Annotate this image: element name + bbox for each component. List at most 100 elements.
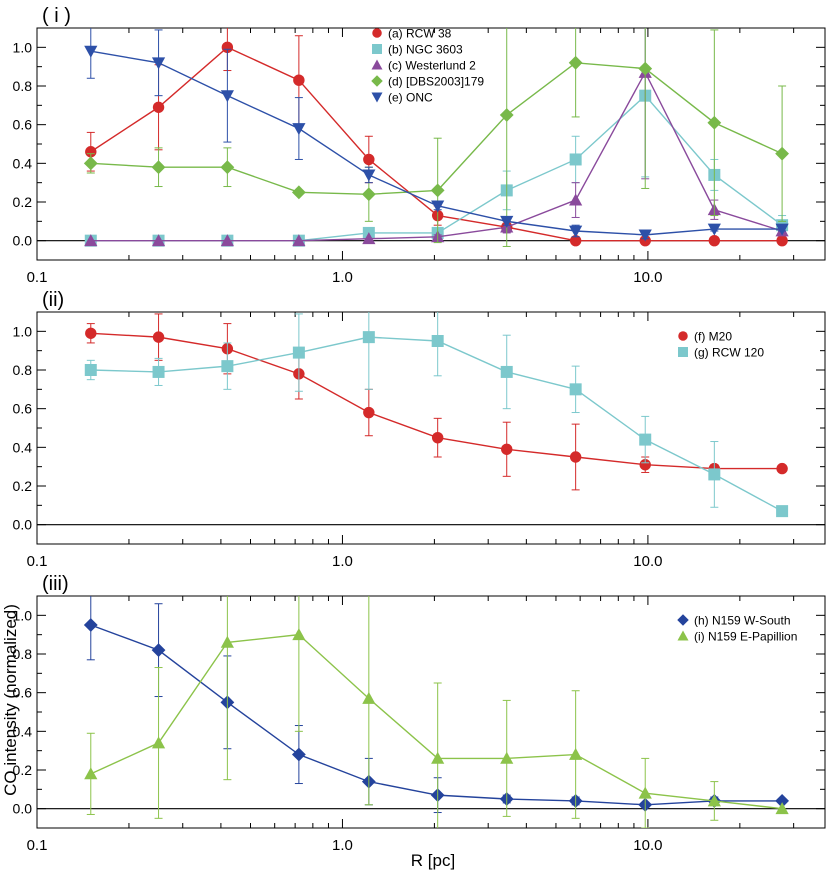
y-tick-label: 0.4	[13, 439, 33, 455]
y-tick-label: 0.2	[13, 478, 33, 494]
data-point	[707, 794, 721, 807]
legend-label: (i) N159 E-Papillion	[694, 630, 797, 644]
y-tick-label: 0.2	[13, 194, 33, 210]
data-point	[776, 505, 789, 518]
data-point	[707, 115, 722, 130]
legend-label: (c) Westerlund 2	[388, 59, 476, 73]
series-line	[90, 633, 783, 810]
data-point	[775, 146, 789, 161]
y-tick-label: 0.0	[13, 233, 33, 249]
panel-3: 0.1 1.0 10.0 0.0 0.2 0.4 0.6 0.8 1.0 (iii) (h) N15…	[13, 573, 826, 854]
series-line	[90, 336, 783, 512]
y-tick-label: 0.8	[13, 78, 33, 94]
legend-marker	[372, 44, 382, 54]
data-point	[221, 41, 234, 54]
data-point	[363, 406, 375, 419]
data-point	[151, 57, 166, 70]
data-point	[152, 365, 165, 378]
data-point	[362, 169, 376, 182]
data-point	[84, 767, 98, 780]
legend-label: (a) RCW 38	[388, 27, 452, 41]
data-point	[85, 146, 97, 158]
data-point	[431, 335, 444, 347]
x-tick-label: 10.0	[633, 269, 662, 286]
data-point	[151, 234, 166, 247]
data-point	[220, 635, 234, 648]
legend-label: (d) [DBS2003]179	[388, 75, 484, 89]
data-point	[362, 691, 376, 704]
data-point	[568, 55, 583, 70]
legend-marker	[372, 28, 382, 38]
data-point	[152, 101, 165, 113]
data-point	[775, 223, 789, 236]
data-point	[221, 360, 234, 373]
data-point	[775, 794, 789, 808]
data-point	[500, 751, 514, 764]
data-point	[84, 45, 98, 58]
data-point	[84, 364, 97, 376]
x-tick-label: 1.0	[332, 837, 353, 854]
x-tick-label: 0.1	[27, 269, 48, 286]
x-tick-label: 10.0	[633, 837, 662, 854]
data-point	[292, 346, 305, 359]
x-axis-title: R [pc]	[411, 851, 455, 870]
y-tick-label: 0.4	[13, 723, 33, 739]
y-tick-label: 0.6	[13, 685, 33, 701]
data-point	[152, 331, 165, 343]
data-point	[501, 443, 513, 455]
data-point	[638, 61, 653, 76]
data-point	[500, 365, 513, 378]
data-point	[83, 156, 98, 171]
data-point	[361, 187, 376, 202]
data-point	[638, 229, 652, 242]
x-tick-label: 0.1	[27, 837, 48, 854]
y-tick-label: 1.0	[13, 323, 33, 339]
data-point	[151, 643, 166, 658]
series-1-4	[83, 28, 789, 247]
y-tick-label: 0.0	[13, 801, 33, 817]
data-point	[569, 747, 583, 760]
data-point	[569, 225, 583, 238]
data-point	[151, 736, 166, 749]
y-tick-label: 0.6	[13, 401, 33, 417]
data-point	[291, 185, 306, 200]
data-point	[776, 234, 788, 247]
data-point	[708, 468, 721, 481]
data-point	[638, 786, 652, 799]
data-point	[292, 234, 306, 247]
panel-2: 0.1 1.0 10.00.00.20.40.60.81.0(ii)(f) M20(…	[13, 289, 826, 570]
panel-label: ( i )	[42, 5, 71, 27]
legend-marker	[678, 331, 688, 341]
data-point	[293, 74, 305, 86]
data-point	[362, 232, 376, 245]
data-point	[363, 153, 375, 166]
data-point	[84, 234, 98, 247]
series-1-5	[84, 28, 789, 242]
data-point	[431, 200, 445, 213]
panels: 0.1 1.0 10.0 0.0 0.2 0.4 0.6 0.8 1.0 ( i ) (a) RCW…	[13, 5, 826, 854]
legend: (a) RCW 38 (b) NGC 3603 (c) Westerlund 2 (d…	[371, 27, 484, 105]
data-point	[639, 459, 651, 471]
y-tick-label: 0.2	[13, 762, 33, 778]
data-point	[569, 234, 582, 247]
data-area	[83, 596, 789, 828]
data-point	[499, 108, 514, 122]
data-point	[569, 451, 582, 463]
legend-label: (e) ONC	[388, 91, 433, 105]
data-area	[83, 28, 789, 247]
legend: (h) N159 W-South (i) N159 E-Papillion	[677, 614, 797, 644]
legend-marker	[677, 630, 689, 641]
data-point	[220, 160, 235, 175]
panel-label: (iii)	[42, 573, 69, 595]
data-point	[569, 153, 582, 166]
legend-label: (b) NGC 3603	[388, 43, 463, 57]
data-point	[292, 628, 306, 641]
data-point	[776, 462, 788, 475]
y-tick-label: 0.4	[13, 155, 33, 171]
data-point	[431, 431, 444, 444]
data-point	[151, 160, 166, 175]
panel-label: (ii)	[42, 289, 64, 311]
data-point	[639, 433, 652, 446]
legend-marker	[371, 75, 383, 87]
